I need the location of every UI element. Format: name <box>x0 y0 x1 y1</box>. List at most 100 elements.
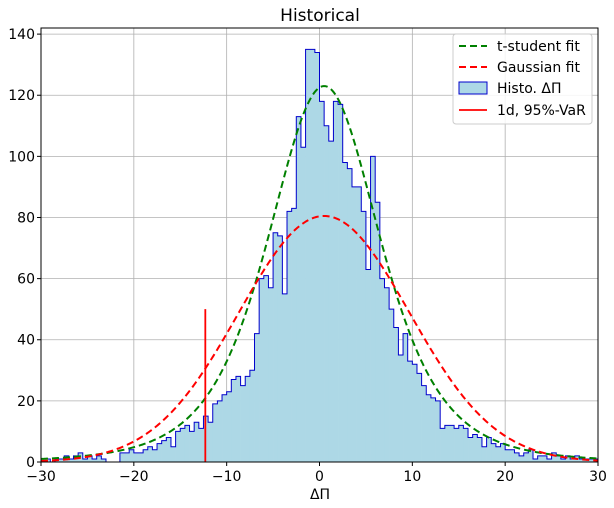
histogram-bar <box>491 443 497 462</box>
histogram-bar <box>463 428 469 462</box>
histogram-bar <box>533 458 538 462</box>
histogram-bar <box>282 293 288 462</box>
histogram-bar <box>129 449 135 462</box>
histogram-bar <box>416 373 422 462</box>
y-tick-label: 140 <box>8 27 35 43</box>
histogram-bar <box>351 186 357 463</box>
histogram-bar <box>579 458 585 462</box>
histogram-bar <box>379 278 385 462</box>
histogram-bar <box>342 162 348 462</box>
histogram-bar <box>486 437 492 462</box>
gaussian-fit-line <box>40 214 599 462</box>
histogram-bar <box>240 385 246 462</box>
histogram-bar <box>180 428 186 462</box>
histogram-bar <box>273 232 279 462</box>
histogram-bar <box>458 425 464 462</box>
histogram-bar <box>528 449 534 462</box>
histogram-bar <box>249 370 255 462</box>
histogram-bar <box>454 428 460 462</box>
y-tick-label: 120 <box>8 88 35 104</box>
histogram-bar <box>226 391 232 462</box>
histogram-bar <box>505 449 511 462</box>
histogram-bar <box>222 394 227 462</box>
histogram-bar <box>365 269 371 462</box>
histogram-bar <box>92 458 97 462</box>
histogram-bar <box>59 458 65 462</box>
histogram-bar <box>198 428 204 462</box>
histogram-bar <box>495 446 501 462</box>
histogram-bar <box>560 458 566 462</box>
histogram-bar <box>384 287 390 462</box>
histogram-bar <box>565 455 571 462</box>
histogram-bar <box>403 333 408 462</box>
histogram-bar <box>96 455 102 462</box>
histogram-bar <box>356 186 362 463</box>
histogram-bar <box>300 147 306 462</box>
histogram-bar <box>296 116 302 463</box>
histogram-bar <box>143 449 149 462</box>
y-tick-label: 80 <box>17 210 35 226</box>
histogram-bar <box>277 235 283 462</box>
histogram-bar <box>333 101 339 462</box>
histogram-bars <box>41 49 599 463</box>
histogram-bar <box>254 333 260 462</box>
histogram-bar <box>194 422 200 462</box>
histogram-bar <box>305 49 311 462</box>
histogram-bar <box>133 452 139 462</box>
x-tick-label: −10 <box>212 469 242 485</box>
histogram-bar <box>514 452 520 462</box>
histogram-bar <box>570 458 576 462</box>
histogram-bar <box>472 434 478 462</box>
histogram-bar <box>370 156 376 462</box>
y-tick-label: 20 <box>17 394 35 410</box>
histogram-bar <box>314 52 320 462</box>
histogram-bar <box>124 452 130 462</box>
histogram-bar <box>45 458 51 462</box>
x-axis-label: ΔΠ <box>310 487 330 503</box>
histogram-bar <box>259 278 265 462</box>
histogram-bar <box>268 287 274 462</box>
y-tick-label: 40 <box>17 333 35 349</box>
histogram-bar <box>375 202 381 462</box>
y-tick-label: 60 <box>17 272 35 288</box>
histogram-bar <box>310 49 316 462</box>
x-tick-label: 20 <box>496 469 514 485</box>
x-tick-label: −30 <box>26 469 56 485</box>
histogram-bar <box>101 458 107 462</box>
histogram-bar <box>235 376 241 462</box>
x-tick-label: −20 <box>119 469 149 485</box>
histogram-bar <box>166 437 172 462</box>
histogram-bar <box>161 440 167 462</box>
legend-swatch-histogram <box>458 81 488 95</box>
histogram-bar <box>444 425 450 462</box>
histogram-bar <box>319 101 325 462</box>
legend-label-gaussian: Gaussian fit <box>497 60 580 76</box>
legend-box <box>452 33 593 125</box>
histogram-bar <box>361 211 367 462</box>
histogram-bar <box>217 400 223 462</box>
histogram-bar <box>500 443 506 462</box>
t-student-fit-line <box>40 85 599 460</box>
histogram-bar <box>449 425 455 462</box>
histogram-bar <box>347 168 353 462</box>
histogram-bar <box>291 208 297 462</box>
x-ticks: −30 −20 −10 0 10 20 30 <box>26 462 607 485</box>
histogram-bar <box>481 446 487 462</box>
histogram-bar <box>421 385 427 462</box>
histogram-bar <box>119 452 125 462</box>
histogram-bar <box>328 141 334 462</box>
histogram-bar <box>231 379 237 462</box>
histogram-bar <box>426 394 432 462</box>
histogram-bar <box>175 431 181 462</box>
histogram-bar <box>546 458 552 462</box>
histogram-bar <box>189 431 195 462</box>
histogram-bar <box>212 403 218 462</box>
histogram-bar <box>68 458 74 462</box>
histogram-bar <box>184 425 190 462</box>
legend-label-histogram: Histo. ΔΠ <box>497 81 562 97</box>
histogram-bar <box>440 428 446 462</box>
histogram-outline <box>40 48 599 463</box>
histogram-bar <box>324 125 330 462</box>
histogram-bar <box>263 275 269 462</box>
